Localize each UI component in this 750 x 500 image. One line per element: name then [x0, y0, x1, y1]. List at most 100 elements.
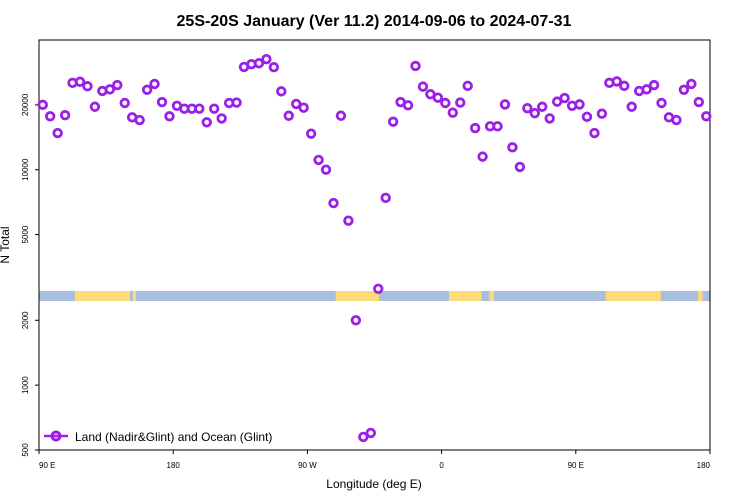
- x-tick-label: 90 E: [39, 461, 55, 470]
- data-point: [44, 111, 56, 122]
- data-point: [693, 96, 705, 108]
- data-point: [492, 121, 503, 132]
- legend: Land (Nadir&Glint) and Ocean (Glint): [44, 430, 272, 444]
- data-point: [380, 192, 391, 204]
- y-tick-label: 5000: [21, 225, 30, 243]
- land-segment: [74, 291, 130, 301]
- y-tick-label: 10000: [21, 158, 30, 181]
- data-point: [537, 101, 548, 112]
- data-point: [104, 84, 116, 95]
- data-point: [410, 60, 421, 72]
- data-point: [656, 97, 667, 109]
- data-point: [82, 81, 93, 92]
- data-point: [201, 117, 212, 128]
- x-tick-label: 180: [697, 461, 711, 470]
- data-point: [641, 84, 652, 95]
- data-point: [209, 103, 220, 114]
- data-point: [701, 111, 712, 122]
- data-point: [574, 99, 585, 110]
- legend-label: Land (Nadir&Glint) and Ocean (Glint): [75, 430, 272, 444]
- x-tick-label: 180: [167, 461, 181, 470]
- data-point: [194, 103, 205, 114]
- land-segment: [698, 291, 703, 301]
- data-point: [343, 215, 354, 226]
- x-axis: 90 E 180 90 W 0 90 E 180: [38, 450, 711, 470]
- data-point: [373, 283, 384, 295]
- land-segment: [335, 291, 379, 301]
- data-point: [499, 99, 511, 110]
- data-point: [417, 81, 429, 92]
- data-point: [276, 86, 287, 97]
- data-point: [305, 128, 317, 139]
- y-tick-label: 2000: [21, 311, 30, 329]
- data-point: [298, 102, 309, 113]
- data-point: [313, 154, 324, 166]
- x-tick-label: 90 E: [568, 461, 584, 470]
- data-point: [119, 97, 130, 109]
- data-point: [52, 127, 63, 139]
- data-point: [626, 101, 637, 112]
- data-point: [462, 80, 473, 92]
- data-point: [164, 111, 175, 122]
- data-point: [648, 79, 660, 91]
- data-point: [231, 97, 242, 108]
- data-point: [358, 431, 369, 443]
- data-point: [268, 62, 280, 73]
- chart-title: 25S-20S January (Ver 11.2) 2014-09-06 to…: [177, 13, 572, 30]
- data-point: [283, 110, 294, 121]
- data-point: [596, 108, 608, 119]
- data-point: [328, 197, 339, 209]
- data-point: [387, 116, 399, 127]
- land-segment: [605, 291, 661, 301]
- data-point: [619, 80, 630, 92]
- plot-frame: [38, 39, 711, 451]
- data-point: [611, 76, 623, 87]
- data-point: [59, 110, 71, 121]
- data-point: [559, 92, 570, 104]
- data-point: [112, 79, 123, 91]
- data-series: [37, 53, 712, 443]
- data-point: [261, 53, 272, 65]
- land-segment: [489, 291, 494, 301]
- data-point: [350, 315, 362, 326]
- data-point: [589, 127, 600, 139]
- data-point: [37, 99, 48, 111]
- data-point: [134, 114, 145, 126]
- data-point: [253, 58, 265, 69]
- data-point: [335, 110, 347, 121]
- land-segment: [132, 291, 136, 301]
- data-point: [477, 151, 488, 162]
- x-tick-label: 0: [439, 461, 444, 470]
- land-ocean-band: [39, 291, 710, 301]
- data-point: [74, 76, 86, 87]
- data-point: [156, 96, 168, 108]
- data-point: [291, 98, 302, 110]
- data-point: [581, 111, 593, 123]
- data-point: [522, 102, 533, 114]
- data-point: [469, 122, 481, 134]
- data-point: [678, 84, 690, 95]
- data-point: [432, 92, 444, 103]
- data-point: [149, 78, 160, 90]
- data-point: [320, 164, 332, 175]
- data-point: [89, 101, 101, 112]
- y-axis: 500 1000 2000 5000 10000 20000: [21, 93, 39, 457]
- x-tick-label: 90 W: [298, 461, 317, 470]
- y-tick-label: 1000: [21, 376, 30, 394]
- x-axis-label: Longitude (deg E): [326, 477, 421, 491]
- data-point: [686, 78, 697, 90]
- y-tick-label: 20000: [21, 93, 30, 116]
- land-segment: [449, 291, 482, 301]
- data-point: [455, 97, 466, 108]
- legend-marker: [50, 430, 62, 442]
- data-point: [440, 97, 451, 109]
- data-point: [544, 113, 555, 124]
- data-point: [507, 142, 518, 153]
- y-axis-label: N Total: [0, 226, 12, 263]
- data-point: [141, 84, 153, 95]
- data-point: [365, 427, 376, 439]
- y-tick-label: 500: [21, 443, 30, 457]
- data-point: [447, 107, 458, 118]
- data-point: [514, 161, 526, 173]
